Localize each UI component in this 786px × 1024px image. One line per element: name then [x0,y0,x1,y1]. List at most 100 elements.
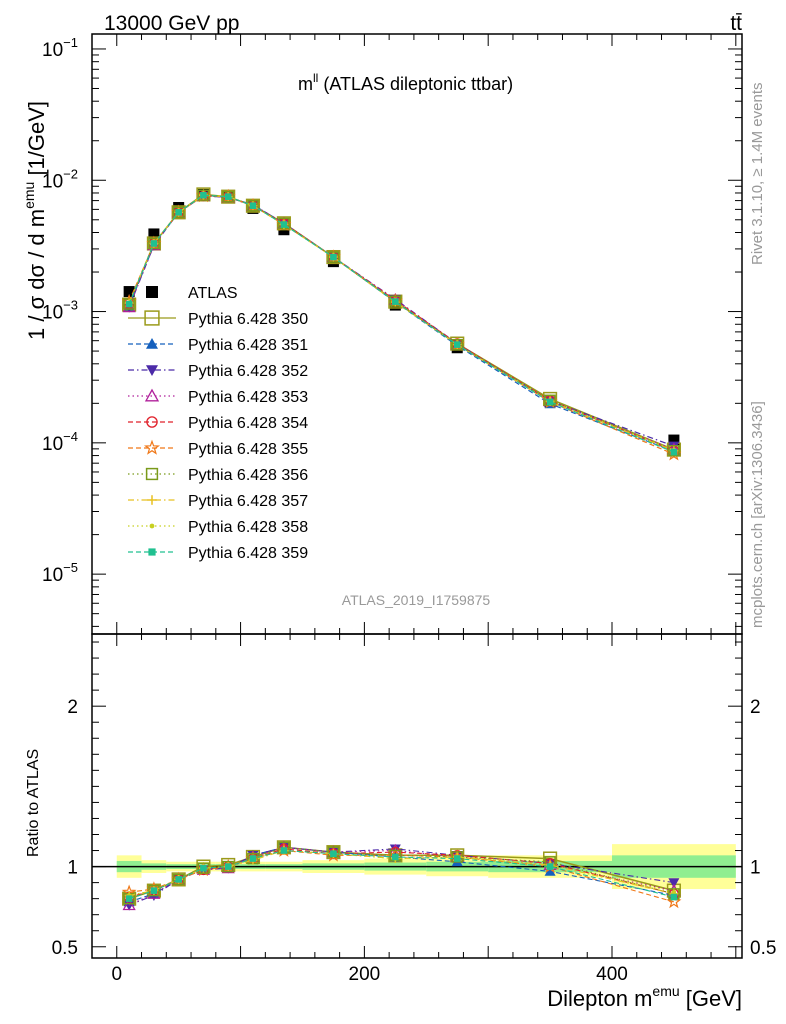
legend-marker [146,365,158,376]
ratio-series-line [128,849,675,896]
ratio-point [172,873,185,886]
data-point [280,221,288,228]
ratio-point [280,847,288,854]
ratio-y-axis-label: Ratio to ATLAS [25,749,42,857]
data-point [224,193,232,200]
ratio-plot-frame [91,633,743,959]
ratio-point [148,884,160,897]
legend-marker [146,416,158,428]
ratio-point [200,864,207,872]
legend-label: Pythia 6.428 359 [188,545,308,562]
data-point [172,206,185,219]
ratio-panel: 0.5 0.5 1 1 2 2 0 200 400 Ratio to ATLAS Dilept… [25,633,777,1011]
legend-marker [147,495,157,505]
data-point [546,398,554,406]
ratio-series-9 [125,847,678,902]
legend-item: Pythia 6.428 358 [128,519,308,536]
process-label: tt̄ [730,12,742,35]
data-point [392,298,399,305]
main-y-tick-labels: 10−5 10−4 10−3 10−2 10−1 [42,35,78,586]
ratio-x-tick-label: 400 [596,964,628,985]
data-point [670,448,678,456]
legend-label: Pythia 6.428 354 [188,415,308,432]
plot-title-sup: ll [313,71,318,85]
series-7 [123,189,680,457]
ratio-point [671,890,677,895]
mcplots-label: mcplots.cern.ch [arXiv:1306.3436] [749,401,766,628]
ratio-series-line [128,849,675,900]
legend-item: Pythia 6.428 353 [128,388,308,406]
x-axis-label: Dilepton memu [GeV] [547,983,742,1011]
ratio-point [670,893,678,901]
legend-item: Pythia 6.428 352 [128,363,308,380]
legend-marker [146,286,158,298]
ratio-x-tick-label: 200 [349,964,381,985]
legend-label: ATLAS [188,285,238,302]
legend-label: Pythia 6.428 355 [188,441,308,458]
data-point [327,251,340,263]
ratio-point [453,855,461,862]
ratio-point [392,853,399,861]
legend-label: Pythia 6.428 353 [188,389,308,406]
main-panel: 10−5 10−4 10−3 10−2 10−1 mll (ATLAS dilepton… [21,33,743,635]
data-point [453,341,461,348]
data-point [330,253,337,261]
ratio-point [666,894,682,909]
ratio-y-tick-label-right: 2 [750,697,761,718]
legend-item: Pythia 6.428 356 [128,467,308,484]
legend-item: Pythia 6.428 350 [128,310,308,328]
collision-label: 13000 GeV pp [104,12,239,35]
data-point [451,338,463,351]
ratio-point [546,863,554,870]
ratio-y-tick-label-right: 0.5 [750,938,776,959]
ratio-point [122,898,136,911]
legend-label: Pythia 6.428 351 [188,337,308,354]
ratio-point [224,863,232,870]
legend-item: Pythia 6.428 354 [128,415,308,432]
legend-item: Pythia 6.428 351 [128,337,308,354]
ratio-point [175,876,182,883]
main-y-tick-label: 10−1 [42,35,78,61]
legend-marker [149,523,155,529]
ratio-series-group [121,840,682,911]
ratio-y-tick-labels: 0.5 0.5 1 1 2 2 [52,697,777,959]
legend-label: Pythia 6.428 356 [188,467,308,484]
ratio-axis-ticks [92,634,742,958]
data-point [148,228,160,240]
data-point [668,444,680,457]
main-y-tick-label: 10−2 [42,166,78,192]
analysis-id-label: ATLAS_2019_I1759875 [342,592,491,608]
legend-marker [148,548,156,556]
legend-marker [145,467,159,481]
ratio-y-tick-label-left: 0.5 [52,938,78,959]
data-point [123,286,135,298]
ratio-point [668,878,680,889]
main-y-tick-label: 10−5 [42,560,78,586]
data-point [247,200,259,212]
ratio-point [125,895,133,902]
legend-item: Pythia 6.428 359 [128,545,308,562]
legend-item: Pythia 6.428 357 [128,493,308,510]
data-point [668,434,680,446]
ratio-x-tick-label: 0 [111,964,122,985]
data-point [249,202,257,210]
ratio-y-tick-label-left: 1 [67,858,78,879]
data-point [175,209,182,216]
data-point [150,240,158,247]
legend-marker [144,388,160,402]
plot-title: mll (ATLAS dileptonic ttbar) [298,71,513,94]
ratio-series-6 [123,841,680,905]
main-y-axis-label: 1 / σ dσ / d memu [1/GeV] [21,101,49,340]
ratio-point [150,887,158,894]
ratio-point [330,850,337,858]
ratio-y-tick-label-left: 2 [67,697,78,718]
ratio-x-tick-labels: 0 200 400 [111,964,627,985]
legend-marker [144,310,160,326]
plot-title-rest: (ATLAS dileptonic ttbar) [318,74,513,94]
legend: ATLAS Pythia 6.428 350 Pythia 6.428 351 Pyt… [128,285,308,562]
data-point [200,191,207,199]
ratio-point [249,855,257,862]
legend-item: ATLAS [146,285,238,302]
main-series-group [121,187,682,461]
